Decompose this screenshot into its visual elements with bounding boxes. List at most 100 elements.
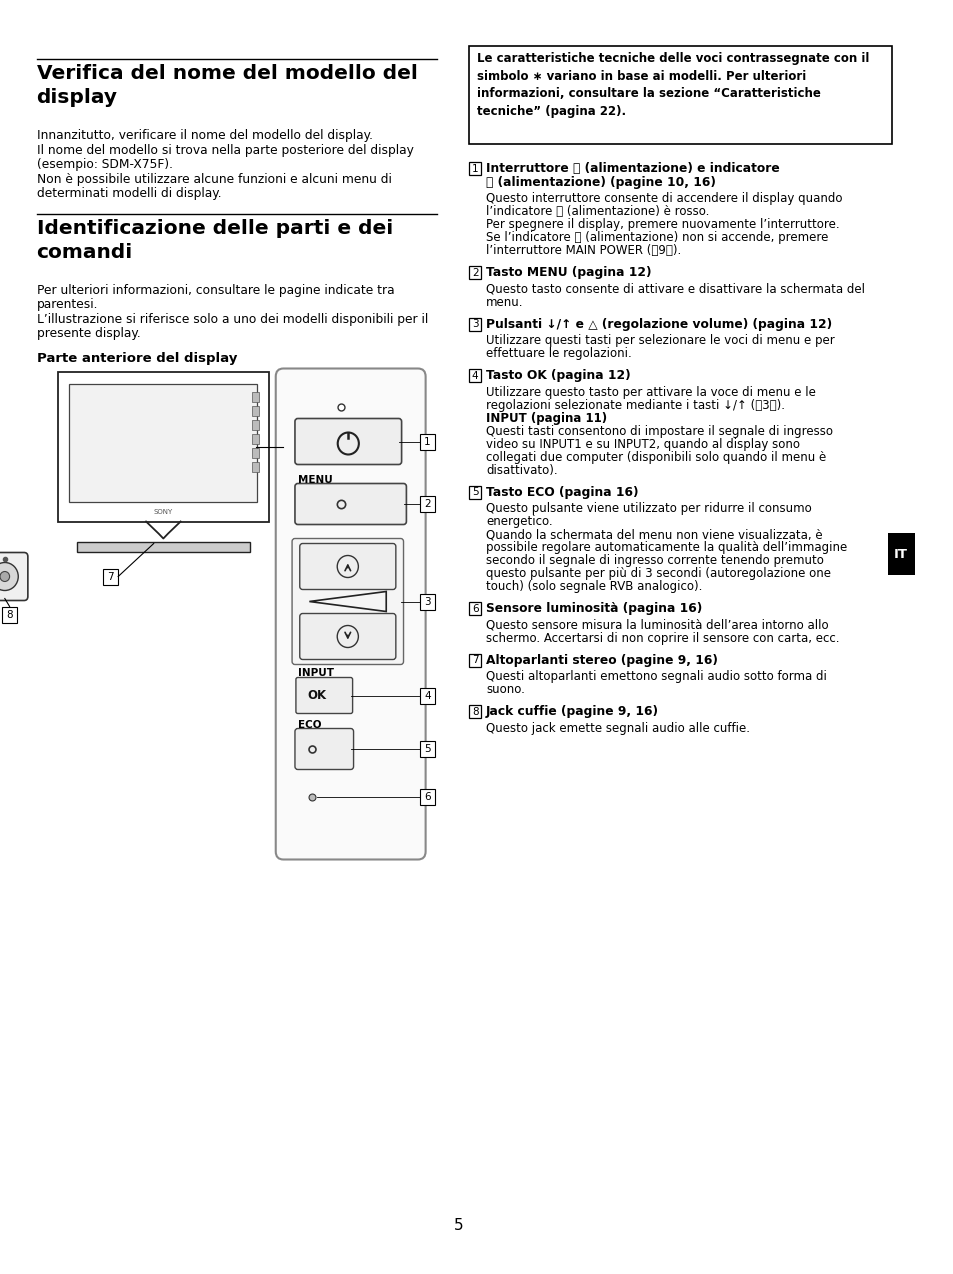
Text: suono.: suono. — [486, 683, 524, 696]
Text: 8: 8 — [472, 707, 477, 716]
Text: 6: 6 — [472, 604, 477, 614]
FancyBboxPatch shape — [468, 603, 481, 615]
Text: 4: 4 — [472, 371, 477, 381]
Text: Innanzitutto, verificare il nome del modello del display.: Innanzitutto, verificare il nome del mod… — [36, 129, 372, 141]
FancyBboxPatch shape — [468, 46, 891, 144]
Text: OK: OK — [307, 689, 326, 702]
Text: Questi altoparlanti emettono segnali audio sotto forma di: Questi altoparlanti emettono segnali aud… — [486, 670, 826, 683]
Text: Per spegnere il display, premere nuovamente l’interruttore.: Per spegnere il display, premere nuovame… — [486, 218, 839, 231]
Text: regolazioni selezionate mediante i tasti ↓/↑ (	3	).: regolazioni selezionate mediante i tasti… — [486, 399, 784, 412]
FancyBboxPatch shape — [103, 568, 118, 585]
Text: touch) (solo segnale RVB analogico).: touch) (solo segnale RVB analogico). — [486, 580, 701, 592]
FancyBboxPatch shape — [419, 789, 435, 804]
FancyBboxPatch shape — [468, 317, 481, 330]
FancyBboxPatch shape — [0, 553, 28, 600]
Text: Tasto ECO (pagina 16): Tasto ECO (pagina 16) — [486, 485, 638, 498]
Text: Tasto OK (pagina 12): Tasto OK (pagina 12) — [486, 369, 630, 382]
Text: Utilizzare questi tasti per selezionare le voci di menu e per: Utilizzare questi tasti per selezionare … — [486, 334, 834, 347]
FancyBboxPatch shape — [294, 418, 401, 465]
Text: (esempio: SDM-X75F).: (esempio: SDM-X75F). — [36, 158, 172, 171]
Text: 3: 3 — [472, 318, 477, 329]
Text: 2: 2 — [472, 268, 477, 278]
Text: disattivato).: disattivato). — [486, 464, 558, 476]
Text: Per ulteriori informazioni, consultare le pagine indicate tra: Per ulteriori informazioni, consultare l… — [36, 284, 394, 297]
Text: effettuare le regolazioni.: effettuare le regolazioni. — [486, 347, 631, 361]
Text: 5: 5 — [424, 744, 431, 754]
Bar — [252, 433, 259, 443]
Text: parentesi.: parentesi. — [36, 298, 98, 311]
Text: Il nome del modello si trova nella parte posteriore del display: Il nome del modello si trova nella parte… — [36, 144, 413, 157]
FancyBboxPatch shape — [419, 688, 435, 703]
FancyBboxPatch shape — [419, 741, 435, 757]
Text: 3: 3 — [424, 596, 431, 606]
Text: Le caratteristiche tecniche delle voci contrassegnate con il
simbolo ∗ variano i: Le caratteristiche tecniche delle voci c… — [476, 52, 868, 117]
FancyBboxPatch shape — [419, 496, 435, 512]
FancyBboxPatch shape — [294, 729, 354, 769]
Bar — [252, 447, 259, 457]
Text: Questo tasto consente di attivare e disattivare la schermata del: Questo tasto consente di attivare e disa… — [486, 283, 864, 296]
FancyBboxPatch shape — [468, 266, 481, 279]
FancyBboxPatch shape — [2, 606, 17, 623]
FancyBboxPatch shape — [468, 654, 481, 666]
Text: L’illustrazione si riferisce solo a uno dei modelli disponibili per il: L’illustrazione si riferisce solo a uno … — [36, 312, 427, 325]
Bar — [252, 461, 259, 471]
FancyBboxPatch shape — [419, 594, 435, 609]
Text: Interruttore ⏽ (alimentazione) e indicatore: Interruttore ⏽ (alimentazione) e indicat… — [486, 162, 780, 175]
Text: Quando la schermata del menu non viene visualizzata, è: Quando la schermata del menu non viene v… — [486, 527, 821, 541]
Text: Questo interruttore consente di accendere il display quando: Questo interruttore consente di accender… — [486, 192, 841, 205]
Text: 2: 2 — [424, 499, 431, 510]
Text: collegati due computer (disponibili solo quando il menu è: collegati due computer (disponibili solo… — [486, 451, 825, 464]
Text: 1: 1 — [472, 163, 477, 173]
FancyBboxPatch shape — [295, 678, 353, 713]
FancyBboxPatch shape — [299, 544, 395, 590]
Text: Questo sensore misura la luminosità dell’area intorno allo: Questo sensore misura la luminosità dell… — [486, 618, 828, 632]
Text: Utilizzare questo tasto per attivare la voce di menu e le: Utilizzare questo tasto per attivare la … — [486, 386, 815, 399]
Text: 7: 7 — [472, 655, 477, 665]
Text: menu.: menu. — [486, 296, 523, 308]
Text: 4: 4 — [424, 691, 431, 701]
FancyBboxPatch shape — [468, 162, 481, 175]
Text: display: display — [36, 88, 117, 107]
Bar — [252, 405, 259, 415]
Text: 6: 6 — [424, 791, 431, 801]
Text: Identificazione delle parti e dei: Identificazione delle parti e dei — [36, 219, 393, 237]
Text: Altoparlanti stereo (pagine 9, 16): Altoparlanti stereo (pagine 9, 16) — [486, 654, 718, 666]
Text: ⏽ (alimentazione) (pagine 10, 16): ⏽ (alimentazione) (pagine 10, 16) — [486, 176, 716, 189]
Text: SONY: SONY — [153, 508, 172, 515]
Text: IT: IT — [893, 548, 907, 561]
Text: ECO: ECO — [297, 720, 321, 730]
FancyBboxPatch shape — [299, 614, 395, 660]
FancyBboxPatch shape — [294, 484, 406, 525]
Text: questo pulsante per più di 3 secondi (autoregolazione one: questo pulsante per più di 3 secondi (au… — [486, 567, 830, 580]
Text: Questi tasti consentono di impostare il segnale di ingresso: Questi tasti consentono di impostare il … — [486, 424, 832, 437]
Bar — [77, 541, 250, 552]
Text: 7: 7 — [107, 572, 113, 581]
Text: energetico.: energetico. — [486, 515, 552, 527]
Text: schermo. Accertarsi di non coprire il sensore con carta, ecc.: schermo. Accertarsi di non coprire il se… — [486, 632, 839, 645]
Text: Se l’indicatore ⏽ (alimentazione) non si accende, premere: Se l’indicatore ⏽ (alimentazione) non si… — [486, 231, 827, 245]
FancyBboxPatch shape — [468, 485, 481, 498]
Bar — [70, 383, 257, 502]
Text: Jack cuffie (pagine 9, 16): Jack cuffie (pagine 9, 16) — [486, 705, 659, 719]
FancyBboxPatch shape — [275, 368, 425, 860]
Text: presente display.: presente display. — [36, 327, 140, 340]
Text: 8: 8 — [7, 609, 13, 619]
Text: 1: 1 — [424, 437, 431, 446]
Circle shape — [0, 563, 18, 591]
Text: secondo il segnale di ingresso corrente tenendo premuto: secondo il segnale di ingresso corrente … — [486, 554, 823, 567]
Bar — [252, 419, 259, 429]
FancyBboxPatch shape — [292, 539, 403, 665]
FancyBboxPatch shape — [468, 705, 481, 719]
Text: 5: 5 — [472, 487, 477, 497]
Text: Parte anteriore del display: Parte anteriore del display — [36, 352, 236, 364]
Text: Pulsanti ↓/↑ e △ (regolazione volume) (pagina 12): Pulsanti ↓/↑ e △ (regolazione volume) (p… — [486, 317, 831, 330]
Text: determinati modelli di display.: determinati modelli di display. — [36, 187, 221, 200]
Bar — [252, 391, 259, 401]
FancyBboxPatch shape — [468, 369, 481, 382]
Text: INPUT (pagina 11): INPUT (pagina 11) — [486, 412, 607, 424]
Text: possibile regolare automaticamente la qualità dell’immagine: possibile regolare automaticamente la qu… — [486, 541, 846, 554]
Text: MENU: MENU — [297, 474, 333, 484]
FancyBboxPatch shape — [419, 433, 435, 450]
Text: INPUT: INPUT — [297, 668, 334, 678]
Text: comandi: comandi — [36, 242, 132, 261]
